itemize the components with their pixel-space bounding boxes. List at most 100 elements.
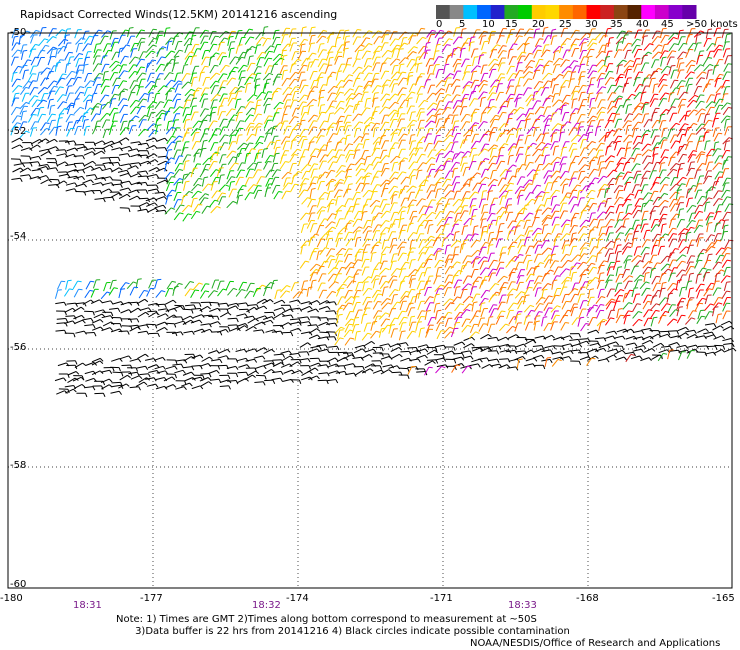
wind-barb: [586, 255, 593, 264]
wind-barb: [470, 79, 476, 89]
wind-barb-feather: [257, 126, 262, 128]
wind-barb-feather: [120, 90, 125, 93]
wind-barb: [389, 119, 394, 128]
wind-barb: [720, 115, 728, 124]
wind-barb: [361, 50, 368, 59]
wind-barb: [453, 27, 457, 37]
wind-barb-feather: [638, 113, 643, 116]
wind-barb: [686, 133, 692, 142]
wind-barb-feather: [63, 180, 68, 184]
wind-barb-feather: [457, 58, 462, 61]
wind-barb-feather: [605, 56, 610, 58]
wind-barb: [479, 267, 487, 276]
wind-barb-feather: [609, 70, 614, 73]
wind-barb-feather: [592, 115, 597, 118]
wind-barb-feather: [403, 133, 408, 136]
wind-barb-feather: [270, 169, 275, 172]
wind-barb-feather: [424, 99, 429, 103]
wind-barb: [74, 86, 81, 95]
wind-barb-feather: [368, 65, 373, 68]
wind-barb-feather: [627, 171, 632, 174]
wind-barb: [571, 91, 575, 101]
wind-barb: [47, 56, 52, 66]
wind-barb: [631, 255, 639, 263]
wind-barb-feather: [432, 92, 437, 95]
wind-barb: [210, 85, 216, 95]
wind-barb: [228, 129, 236, 137]
wind-barb: [255, 136, 261, 145]
wind-barb-feather: [186, 73, 191, 75]
wind-barb: [373, 45, 380, 54]
wind-barb: [397, 113, 402, 123]
wind-barb: [598, 183, 605, 192]
wind-barb: [424, 120, 432, 128]
wind-barb: [56, 161, 66, 167]
wind-barb: [256, 91, 263, 100]
wind-barb-feather: [376, 147, 381, 150]
wind-barb: [11, 72, 14, 83]
wind-barb: [210, 142, 215, 152]
wind-barb: [309, 148, 316, 157]
wind-barb-feather: [386, 210, 391, 213]
wind-barb: [127, 35, 132, 45]
wind-barb: [263, 161, 269, 170]
wind-barb: [300, 240, 307, 249]
wind-barb: [541, 143, 548, 151]
wind-barb: [615, 225, 623, 234]
wind-barb: [524, 162, 531, 171]
wind-barb: [524, 155, 527, 165]
wind-barb: [435, 225, 442, 234]
wind-barb: [184, 172, 191, 180]
wind-barb-feather: [474, 225, 479, 228]
wind-barb-feather: [456, 261, 461, 264]
wind-barb-feather: [153, 37, 158, 40]
wind-barb-feather: [726, 211, 732, 214]
wind-barb: [560, 147, 564, 157]
wind-barb-feather: [718, 132, 723, 135]
wind-barb: [588, 160, 592, 170]
wind-barb-feather: [196, 210, 201, 213]
wind-barb-feather: [82, 162, 86, 167]
wind-barb-feather: [458, 269, 463, 273]
wind-barb: [490, 79, 497, 88]
wind-barb: [72, 77, 79, 86]
wind-barb: [147, 207, 156, 213]
wind-barb-feather: [176, 98, 181, 101]
wind-barb-feather: [618, 135, 623, 138]
wind-barb-feather: [374, 92, 379, 94]
wind-barb: [117, 169, 127, 173]
wind-barb-feather: [658, 67, 663, 71]
wind-barb: [254, 45, 258, 55]
wind-barb: [570, 30, 577, 39]
wind-barb: [441, 178, 448, 187]
wind-barb: [648, 170, 654, 180]
wind-barb-feather: [473, 208, 478, 211]
wind-barb: [658, 193, 665, 201]
wind-barb: [631, 45, 637, 54]
wind-barb-feather: [573, 60, 579, 63]
wind-barb: [631, 163, 637, 172]
wind-barb: [462, 255, 468, 264]
wind-barb-feather: [257, 169, 262, 171]
wind-barb-feather: [357, 269, 362, 271]
wind-barb: [607, 177, 614, 186]
wind-barb-feather: [53, 80, 58, 83]
wind-barb: [686, 220, 693, 229]
wind-barb-feather: [442, 218, 447, 221]
wind-barb-feather: [432, 149, 437, 151]
wind-barb-feather: [583, 233, 588, 236]
wind-barb-feather: [513, 226, 518, 228]
wind-barb: [379, 179, 387, 188]
wind-barb-feather: [413, 46, 418, 49]
wind-barb: [515, 147, 520, 156]
wind-barb: [40, 77, 46, 86]
wind-barb: [325, 170, 332, 179]
wind-barb: [705, 246, 712, 254]
wind-barb: [659, 176, 667, 185]
wind-barb: [668, 233, 674, 242]
wind-barb: [37, 138, 46, 144]
wind-barb: [183, 181, 186, 191]
wind-barb-feather: [218, 146, 223, 148]
wind-barb-feather: [179, 168, 184, 171]
wind-barb-feather: [647, 266, 652, 269]
